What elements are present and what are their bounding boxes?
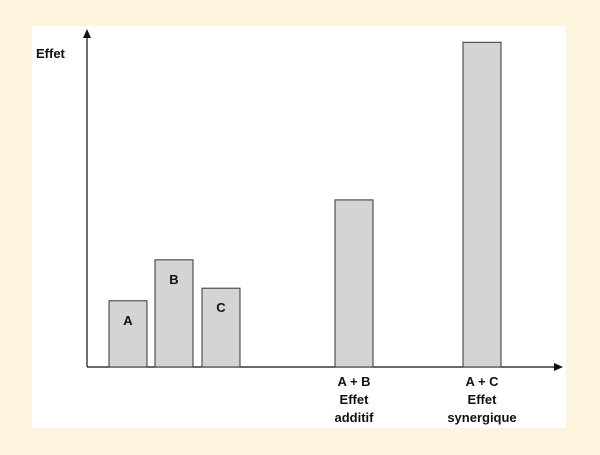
category-label-3-line-2: additif <box>335 410 375 425</box>
y-axis-arrow-icon <box>83 29 91 38</box>
bar-label-2: C <box>216 300 226 315</box>
bar-label-0: A <box>123 313 133 328</box>
x-axis-arrow-icon <box>554 363 563 371</box>
category-label-4-line-1: Effet <box>468 392 498 407</box>
bar-1 <box>154 259 194 368</box>
labels-group: A B C A + B Effet additif A + C Effet synergique <box>123 272 516 425</box>
bar-4 <box>462 41 502 368</box>
bar-2 <box>201 287 241 368</box>
y-axis-label: Effet <box>36 46 66 61</box>
bar-label-1: B <box>169 272 178 287</box>
category-label-3-line-1: Effet <box>340 392 370 407</box>
bars-group <box>108 41 502 368</box>
category-label-4-line-2: synergique <box>447 410 516 425</box>
bar-0 <box>108 300 148 368</box>
category-label-4-line-0: A + C <box>465 374 499 389</box>
category-label-3-line-0: A + B <box>337 374 370 389</box>
bar-3 <box>334 199 374 368</box>
